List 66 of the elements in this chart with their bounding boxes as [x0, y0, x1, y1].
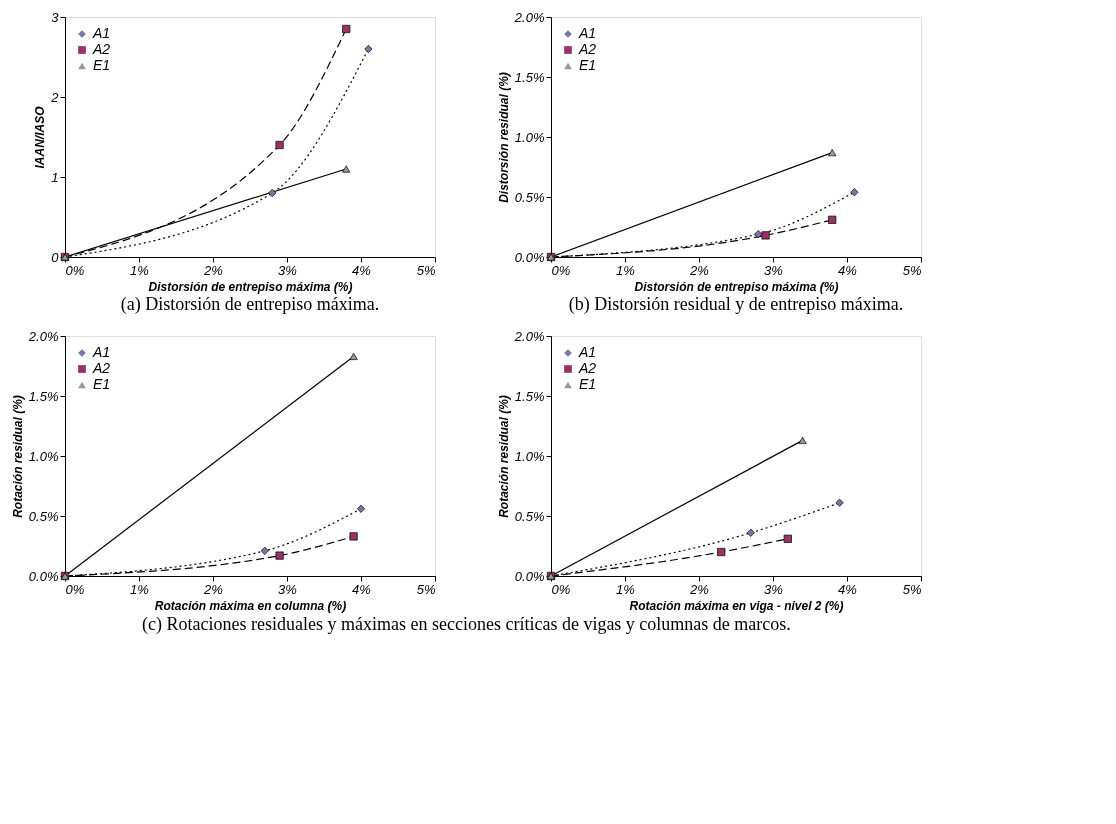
- y-tick-label: 2: [50, 89, 60, 105]
- x-tick-label: 4%: [352, 581, 371, 597]
- legend-label: E1: [579, 376, 597, 392]
- text: (c) Rotaciones residuales y máximas en secciones críticas de vigas y columnas de marcos.: [142, 613, 791, 635]
- legend-label: E1: [579, 57, 597, 73]
- x-tick-label: 5%: [416, 262, 436, 278]
- y-tick-label: 2.0%: [513, 9, 545, 25]
- x-axis-title: Rotación máxima en columna (%): [154, 598, 347, 613]
- y-tick-label: 1: [51, 169, 59, 185]
- x-tick-label: 5%: [902, 581, 922, 597]
- legend-label: A1: [578, 25, 597, 41]
- x-tick-label: 2%: [203, 262, 223, 278]
- y-tick-label: 0.0%: [514, 249, 545, 265]
- x-tick-label: 4%: [838, 262, 857, 278]
- legend-label: E1: [93, 57, 111, 73]
- x-tick-label: 2%: [203, 581, 223, 597]
- y-tick-label: 0.5%: [514, 508, 545, 524]
- y-tick-label: 3: [51, 9, 60, 25]
- x-tick-label: 4%: [838, 581, 857, 597]
- legend-label: A2: [92, 360, 111, 376]
- y-tick-label: 0.0%: [28, 568, 59, 584]
- y-tick-label: 1.5%: [514, 69, 545, 85]
- x-tick-label: 0%: [551, 262, 571, 278]
- y-axis-title: Rotación residual (%): [496, 395, 511, 518]
- x-tick-label: 0%: [65, 581, 85, 597]
- x-tick-label: 1%: [616, 581, 635, 597]
- x-tick-label: 5%: [902, 262, 922, 278]
- x-axis-title: Rotación máxima en viga - nivel 2 (%): [629, 598, 844, 613]
- legend-label: A1: [92, 25, 111, 41]
- x-tick-label: 1%: [130, 581, 149, 597]
- y-tick-label: 1.0%: [28, 448, 59, 464]
- text: (b) Distorsión residual y de entrepiso máxima.: [568, 294, 904, 315]
- x-tick-label: 3%: [278, 262, 297, 278]
- y-tick-label: 1.5%: [28, 388, 59, 404]
- x-tick-label: 3%: [764, 581, 783, 597]
- x-tick-label: 0%: [65, 262, 85, 278]
- y-axis-title: IAAN/IASO: [33, 105, 48, 169]
- x-tick-label: 5%: [416, 581, 436, 597]
- y-tick-label: 0: [51, 249, 60, 265]
- x-tick-label: 2%: [689, 581, 709, 597]
- y-tick-label: 1.0%: [514, 129, 545, 145]
- legend-label: A1: [92, 344, 111, 360]
- x-axis-title: Distorsión de entrepiso máxima (%): [634, 279, 839, 294]
- y-axis-title: Rotación residual (%): [10, 395, 25, 518]
- x-tick-label: 0%: [551, 581, 571, 597]
- x-axis-title: Distorsión de entrepiso máxima (%): [148, 279, 353, 294]
- x-tick-label: 1%: [130, 262, 149, 278]
- x-tick-label: 1%: [616, 262, 635, 278]
- text: (a) Distorsión de entrepiso máxima.: [120, 294, 380, 315]
- x-tick-label: 4%: [352, 262, 371, 278]
- y-tick-label: 1.0%: [514, 448, 545, 464]
- y-tick-label: 2.0%: [513, 328, 545, 344]
- x-tick-label: 3%: [764, 262, 783, 278]
- y-tick-label: 2.0%: [27, 328, 59, 344]
- legend-label: A2: [92, 41, 111, 57]
- x-tick-label: 2%: [689, 262, 709, 278]
- legend-label: E1: [93, 376, 111, 392]
- x-tick-label: 3%: [278, 581, 297, 597]
- y-tick-label: 0.0%: [514, 568, 545, 584]
- legend-label: A2: [578, 41, 597, 57]
- y-axis-title: Distorsión residual (%): [496, 72, 511, 203]
- legend-label: A2: [578, 360, 597, 376]
- y-tick-label: 0.5%: [514, 189, 545, 205]
- y-tick-label: 0.5%: [28, 508, 59, 524]
- y-tick-label: 1.5%: [514, 388, 545, 404]
- legend-label: A1: [578, 344, 597, 360]
